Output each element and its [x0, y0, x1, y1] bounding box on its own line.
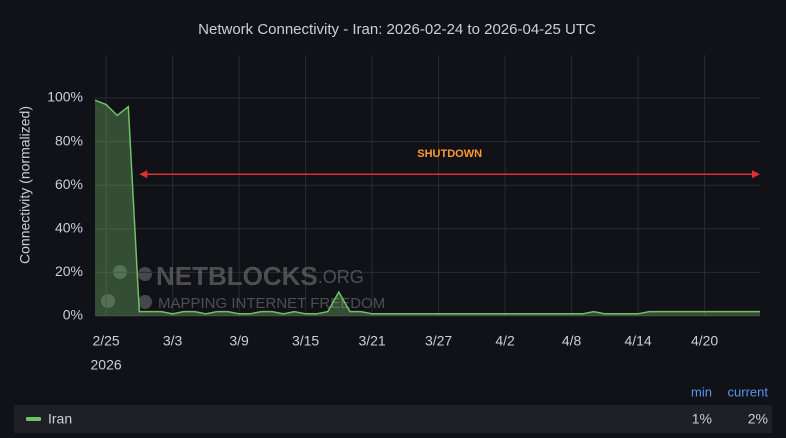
y-tick-label: 80%: [55, 132, 83, 148]
x-tick-label: 4/8: [562, 333, 582, 349]
x-tick-label: 3/15: [292, 333, 319, 349]
x-year-label: 2026: [91, 357, 122, 373]
y-tick-label: 20%: [55, 263, 83, 279]
legend-stat: 1%: [692, 411, 712, 427]
x-tick-label: 3/21: [358, 333, 385, 349]
x-tick-label: 4/14: [624, 333, 651, 349]
legend-swatch: [26, 417, 41, 421]
icon-dot: [138, 295, 152, 309]
watermark-suffix: .ORG: [318, 267, 364, 287]
arrow-head: [139, 170, 148, 179]
watermark-name: NETBLOCKS.ORG: [156, 261, 364, 291]
legend-header: min: [691, 384, 712, 399]
legend-row: [14, 405, 772, 433]
y-tick-label: 60%: [55, 176, 83, 192]
y-axis-label: Connectivity (normalized): [17, 106, 33, 264]
watermark-tagline: MAPPING INTERNET FREEDOM: [158, 295, 385, 312]
arrow-head: [752, 170, 760, 179]
legend-label: Iran: [48, 411, 72, 427]
y-tick-label: 0%: [63, 307, 83, 323]
series-line: [94, 99, 760, 315]
y-tick-label: 40%: [55, 220, 83, 236]
y-tick-label: 100%: [47, 89, 83, 105]
x-tick-label: 4/20: [691, 333, 718, 349]
annotation-text: SHUTDOWN: [417, 148, 482, 160]
x-tick-label: 3/3: [163, 333, 183, 349]
x-tick-label: 4/2: [495, 333, 515, 349]
icon-dot: [138, 267, 152, 281]
chart-title: Network Connectivity - Iran: 2026-02-24 …: [198, 21, 596, 38]
x-tick-label: 3/27: [425, 333, 452, 349]
x-tick-label: 3/9: [229, 333, 249, 349]
legend-header: current: [728, 384, 769, 399]
x-tick-label: 2/25: [92, 333, 119, 349]
watermark-name-main: NETBLOCKS: [156, 261, 318, 291]
icon-dot: [101, 294, 115, 308]
legend-stat: 2%: [748, 411, 768, 427]
